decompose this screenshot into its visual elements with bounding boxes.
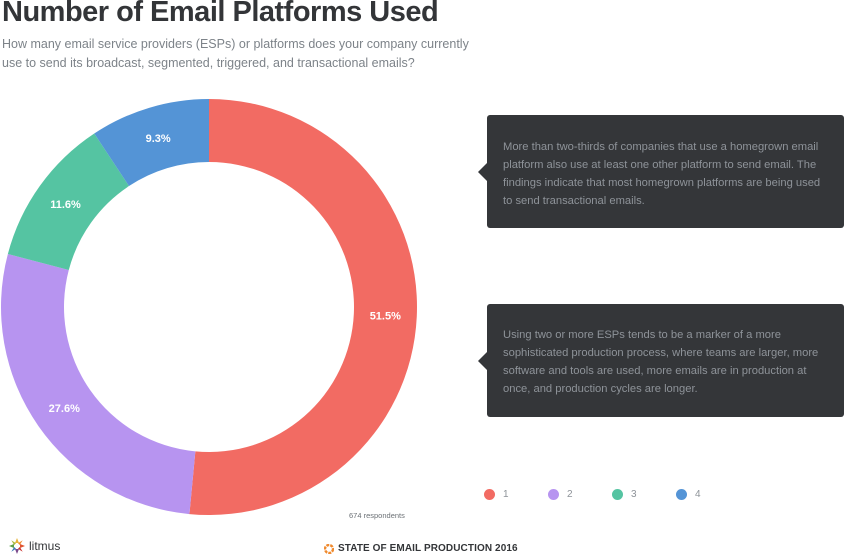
donut-segment-1: [189, 99, 418, 515]
footer-title: STATE OF EMAIL PRODUCTION 2016: [338, 543, 518, 554]
legend-label: 2: [567, 489, 573, 500]
legend-dot-icon: [612, 489, 623, 500]
legend-item-1: 1: [484, 489, 548, 500]
segment-value-label: 9.3%: [146, 133, 171, 145]
legend-dot-icon: [676, 489, 687, 500]
donut-segment-2: [0, 254, 196, 515]
report-logo-icon: [324, 543, 334, 554]
chart-legend: 1 2 3 4: [484, 489, 740, 500]
callout-homegrown: More than two-thirds of companies that u…: [478, 115, 844, 228]
legend-label: 1: [503, 489, 509, 500]
donut-chart: 51.5% 27.6% 11.6% 9.3%: [0, 99, 418, 515]
litmus-sun-icon: [9, 538, 25, 554]
legend-label: 4: [695, 489, 701, 500]
legend-item-3: 3: [612, 489, 676, 500]
litmus-logo: litmus: [8, 537, 60, 555]
callout-text: Using two or more ESPs tends to be a mar…: [503, 329, 819, 395]
segment-value-label: 11.6%: [50, 199, 81, 211]
subtitle: How many email service providers (ESPs) …: [2, 37, 469, 70]
legend-dot-icon: [484, 489, 495, 500]
page-title: Number of Email Platforms Used: [2, 0, 439, 28]
brand-name: litmus: [29, 539, 61, 553]
respondents-note: 674 respondents: [349, 511, 405, 520]
legend-label: 3: [631, 489, 637, 500]
donut-segment-3: [7, 133, 130, 271]
legend-item-2: 2: [548, 489, 612, 500]
callout-text: More than two-thirds of companies that u…: [503, 141, 821, 207]
donut-segment-4: [94, 99, 209, 187]
segment-value-label: 27.6%: [49, 403, 80, 415]
callout-multiple-esps: Using two or more ESPs tends to be a mar…: [478, 304, 844, 417]
segment-value-label: 51.5%: [370, 310, 401, 322]
legend-dot-icon: [548, 489, 559, 500]
report-footer: STATE OF EMAIL PRODUCTION 2016: [324, 543, 518, 554]
legend-item-4: 4: [676, 489, 740, 500]
